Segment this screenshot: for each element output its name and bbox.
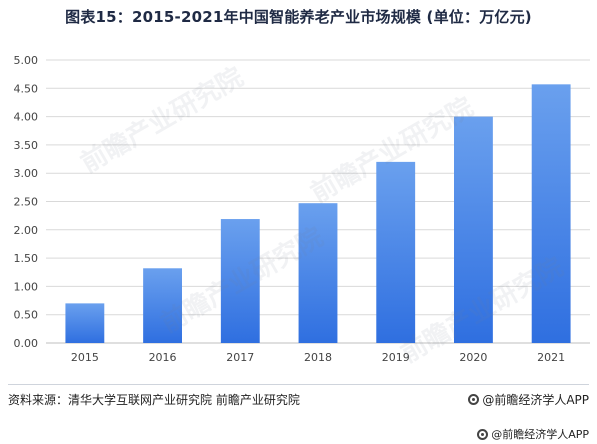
y-tick-label: 2.50 (14, 196, 39, 209)
y-tick-label: 3.00 (14, 167, 39, 180)
x-tick-label: 2020 (459, 351, 487, 364)
bar-chart: 0.00 0.50 1.00 1.50 2.00 2.50 3.00 3.50 4.00 4.50… (14, 54, 590, 364)
brand-logo-icon (477, 428, 489, 440)
brand-logo-icon (468, 394, 480, 405)
bar-2017 (220, 219, 260, 343)
bar-2016 (143, 268, 182, 343)
y-tick-label: 1.00 (14, 280, 39, 293)
bar-2018 (298, 203, 338, 343)
bar-2015 (65, 303, 105, 343)
y-axis-ticks: 0.00 0.50 1.00 1.50 2.00 2.50 3.00 3.50 4.00 4.50… (14, 54, 39, 350)
brand-footer-text: @前瞻经济学人APP (491, 428, 589, 441)
brand-footer: @前瞻经济学人APP (477, 426, 589, 442)
chart-title: 图表15：2015-2021年中国智能养老产业市场规模 (单位：万亿元) (65, 8, 532, 26)
x-tick-label: 2016 (149, 351, 177, 364)
y-tick-label: 0.50 (14, 309, 39, 322)
x-tick-label: 2021 (537, 351, 565, 364)
y-tick-label: 4.00 (14, 111, 39, 124)
x-axis-ticks: 2015 2016 2017 2018 2019 2020 2021 (71, 351, 565, 364)
bar-2020 (454, 116, 493, 343)
chart-area: 前瞻产业研究院 前瞻产业研究院 前瞻产业研究院 前瞻产业研究院 0.000.50… (0, 40, 597, 370)
footer-divider (8, 384, 589, 385)
brand-credit: @前瞻经济学人APP (468, 391, 589, 408)
y-tick-label: 4.50 (14, 82, 39, 95)
bar-2019 (376, 161, 416, 343)
x-tick-label: 2018 (304, 351, 332, 364)
y-tick-label: 5.00 (14, 54, 39, 67)
y-tick-label: 2.00 (14, 224, 39, 237)
y-tick-label: 1.50 (14, 252, 39, 265)
source-note: 资料来源：清华大学互联网产业研究院 前瞻产业研究院 (8, 393, 300, 407)
bar-2021 (531, 84, 571, 343)
bars (65, 84, 571, 343)
y-tick-label: 3.50 (14, 139, 39, 152)
brand-text: @前瞻经济学人APP (482, 393, 589, 407)
x-tick-label: 2015 (71, 351, 99, 364)
x-tick-label: 2019 (382, 351, 410, 364)
y-tick-label: 0.00 (14, 337, 39, 350)
x-tick-label: 2017 (226, 351, 254, 364)
